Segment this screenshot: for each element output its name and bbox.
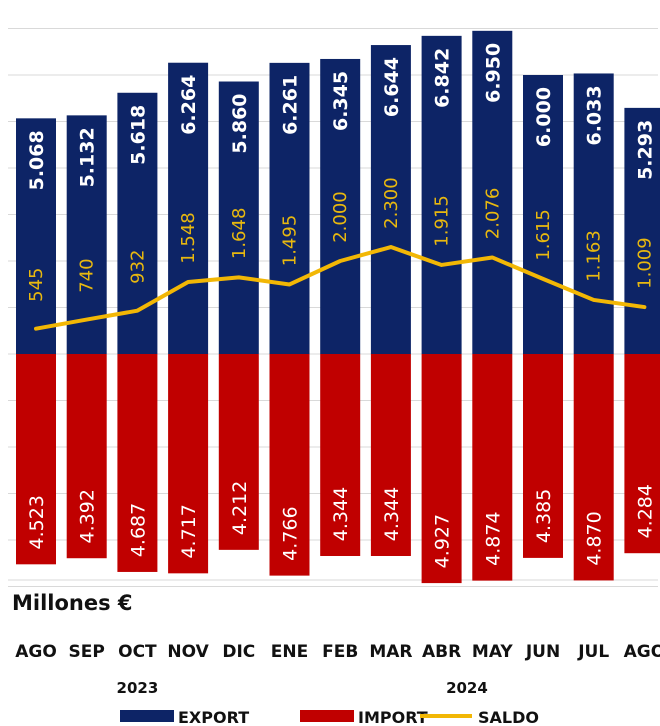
export-value-label: 5.293 [634, 120, 656, 180]
export-value-label: 6.264 [178, 75, 200, 135]
export-value-label: 6.000 [533, 87, 555, 147]
import-bar [269, 354, 310, 576]
export-value-label: 5.860 [229, 93, 251, 153]
x-tick-label: FEB [322, 642, 358, 662]
bars [16, 30, 660, 584]
import-value-label: 4.523 [26, 495, 48, 549]
import-value-label: 4.927 [432, 514, 454, 568]
export-bar [523, 75, 563, 354]
export-bar [472, 30, 513, 354]
export-bar [573, 73, 614, 354]
import-bar [117, 354, 158, 572]
x-tick-label: OCT [118, 642, 157, 662]
import-value-label: 4.874 [482, 511, 504, 565]
x-axis: AGO SEP OCT NOV DIC ENE FEB MAR ABR MAY JUN JUL AGO 2… [15, 642, 660, 697]
x-tick-label: MAY [472, 642, 513, 662]
import-bar [573, 354, 614, 581]
export-value-label: 5.132 [77, 127, 99, 187]
export-bar [168, 62, 209, 354]
import-bar [66, 354, 107, 559]
export-bar [624, 107, 660, 354]
legend-label: IMPORT [358, 708, 428, 726]
x-tick-label: JUL [577, 642, 609, 662]
export-bar [421, 35, 462, 355]
saldo-value-label: 1.163 [584, 230, 605, 282]
x-tick-label: AGO [624, 642, 660, 662]
x-tick-label: NOV [167, 642, 209, 662]
legend-swatch [300, 710, 354, 722]
export-value-label: 6.261 [280, 75, 302, 135]
import-bar [16, 354, 56, 565]
x-tick-label: MAR [369, 642, 412, 662]
x-tick-label: ENE [271, 642, 308, 662]
x-tick-label: AGO [15, 642, 57, 662]
import-value-label: 4.392 [77, 489, 99, 543]
saldo-value-label: 1.548 [178, 212, 199, 264]
saldo-value-label: 1.615 [533, 209, 554, 261]
import-value-label: 4.284 [634, 484, 656, 538]
import-value-label: 4.870 [584, 511, 606, 565]
saldo-value-label: 932 [127, 249, 148, 283]
import-value-label: 4.766 [280, 506, 302, 560]
saldo-value-label: 545 [26, 267, 47, 301]
export-value-label: 6.644 [381, 57, 403, 117]
x-tick-label: ABR [422, 642, 461, 662]
import-bar [472, 354, 513, 581]
x-tick-label: DIC [222, 642, 255, 662]
import-value-label: 4.212 [229, 481, 251, 535]
data-labels: 5.068 4.523 545 5.132 4.392 740 5.618 4.687 932 6… [26, 43, 656, 569]
saldo-value-label: 1.009 [634, 237, 655, 289]
export-bar [269, 62, 310, 355]
unit-label: Millones € [12, 591, 133, 615]
x-tick-label: JUN [525, 642, 560, 662]
saldo-value-label: 2.300 [381, 177, 402, 229]
legend-label: SALDO [478, 708, 539, 726]
saldo-value-label: 1.915 [432, 195, 453, 247]
year-label: 2023 [117, 679, 159, 697]
export-value-label: 6.345 [330, 71, 352, 131]
import-bar [218, 354, 259, 550]
legend-label: EXPORT [178, 708, 249, 726]
import-value-label: 4.385 [533, 489, 555, 543]
saldo-value-label: 2.000 [330, 191, 351, 243]
export-bar [66, 115, 107, 354]
export-bar [218, 81, 259, 354]
legend-swatch [120, 710, 174, 722]
import-value-label: 4.344 [330, 487, 352, 541]
legend: EXPORT IMPORT SALDO [120, 708, 539, 726]
saldo-value-label: 1.495 [280, 215, 301, 267]
import-bar [320, 354, 361, 556]
export-bar [320, 58, 361, 355]
year-label: 2024 [446, 679, 488, 697]
import-value-label: 4.717 [178, 504, 200, 558]
saldo-polyline [34, 245, 647, 331]
export-bar [370, 45, 411, 354]
import-bar [370, 354, 411, 556]
export-value-label: 5.068 [26, 130, 48, 190]
import-bar [421, 354, 462, 584]
saldo-value-label: 740 [77, 258, 98, 292]
import-bar [624, 354, 660, 554]
import-bar [168, 354, 209, 574]
import-value-label: 4.344 [381, 487, 403, 541]
export-value-label: 6.842 [432, 48, 454, 108]
saldo-line [34, 245, 647, 331]
x-tick-label: SEP [69, 642, 105, 662]
import-bar [523, 354, 563, 558]
saldo-value-label: 1.648 [229, 208, 250, 260]
saldo-value-label: 2.076 [482, 188, 503, 240]
export-value-label: 5.618 [127, 105, 149, 165]
export-value-label: 6.950 [482, 43, 504, 103]
export-value-label: 6.033 [584, 85, 606, 145]
import-value-label: 4.687 [127, 503, 149, 557]
export-bar [16, 118, 56, 354]
